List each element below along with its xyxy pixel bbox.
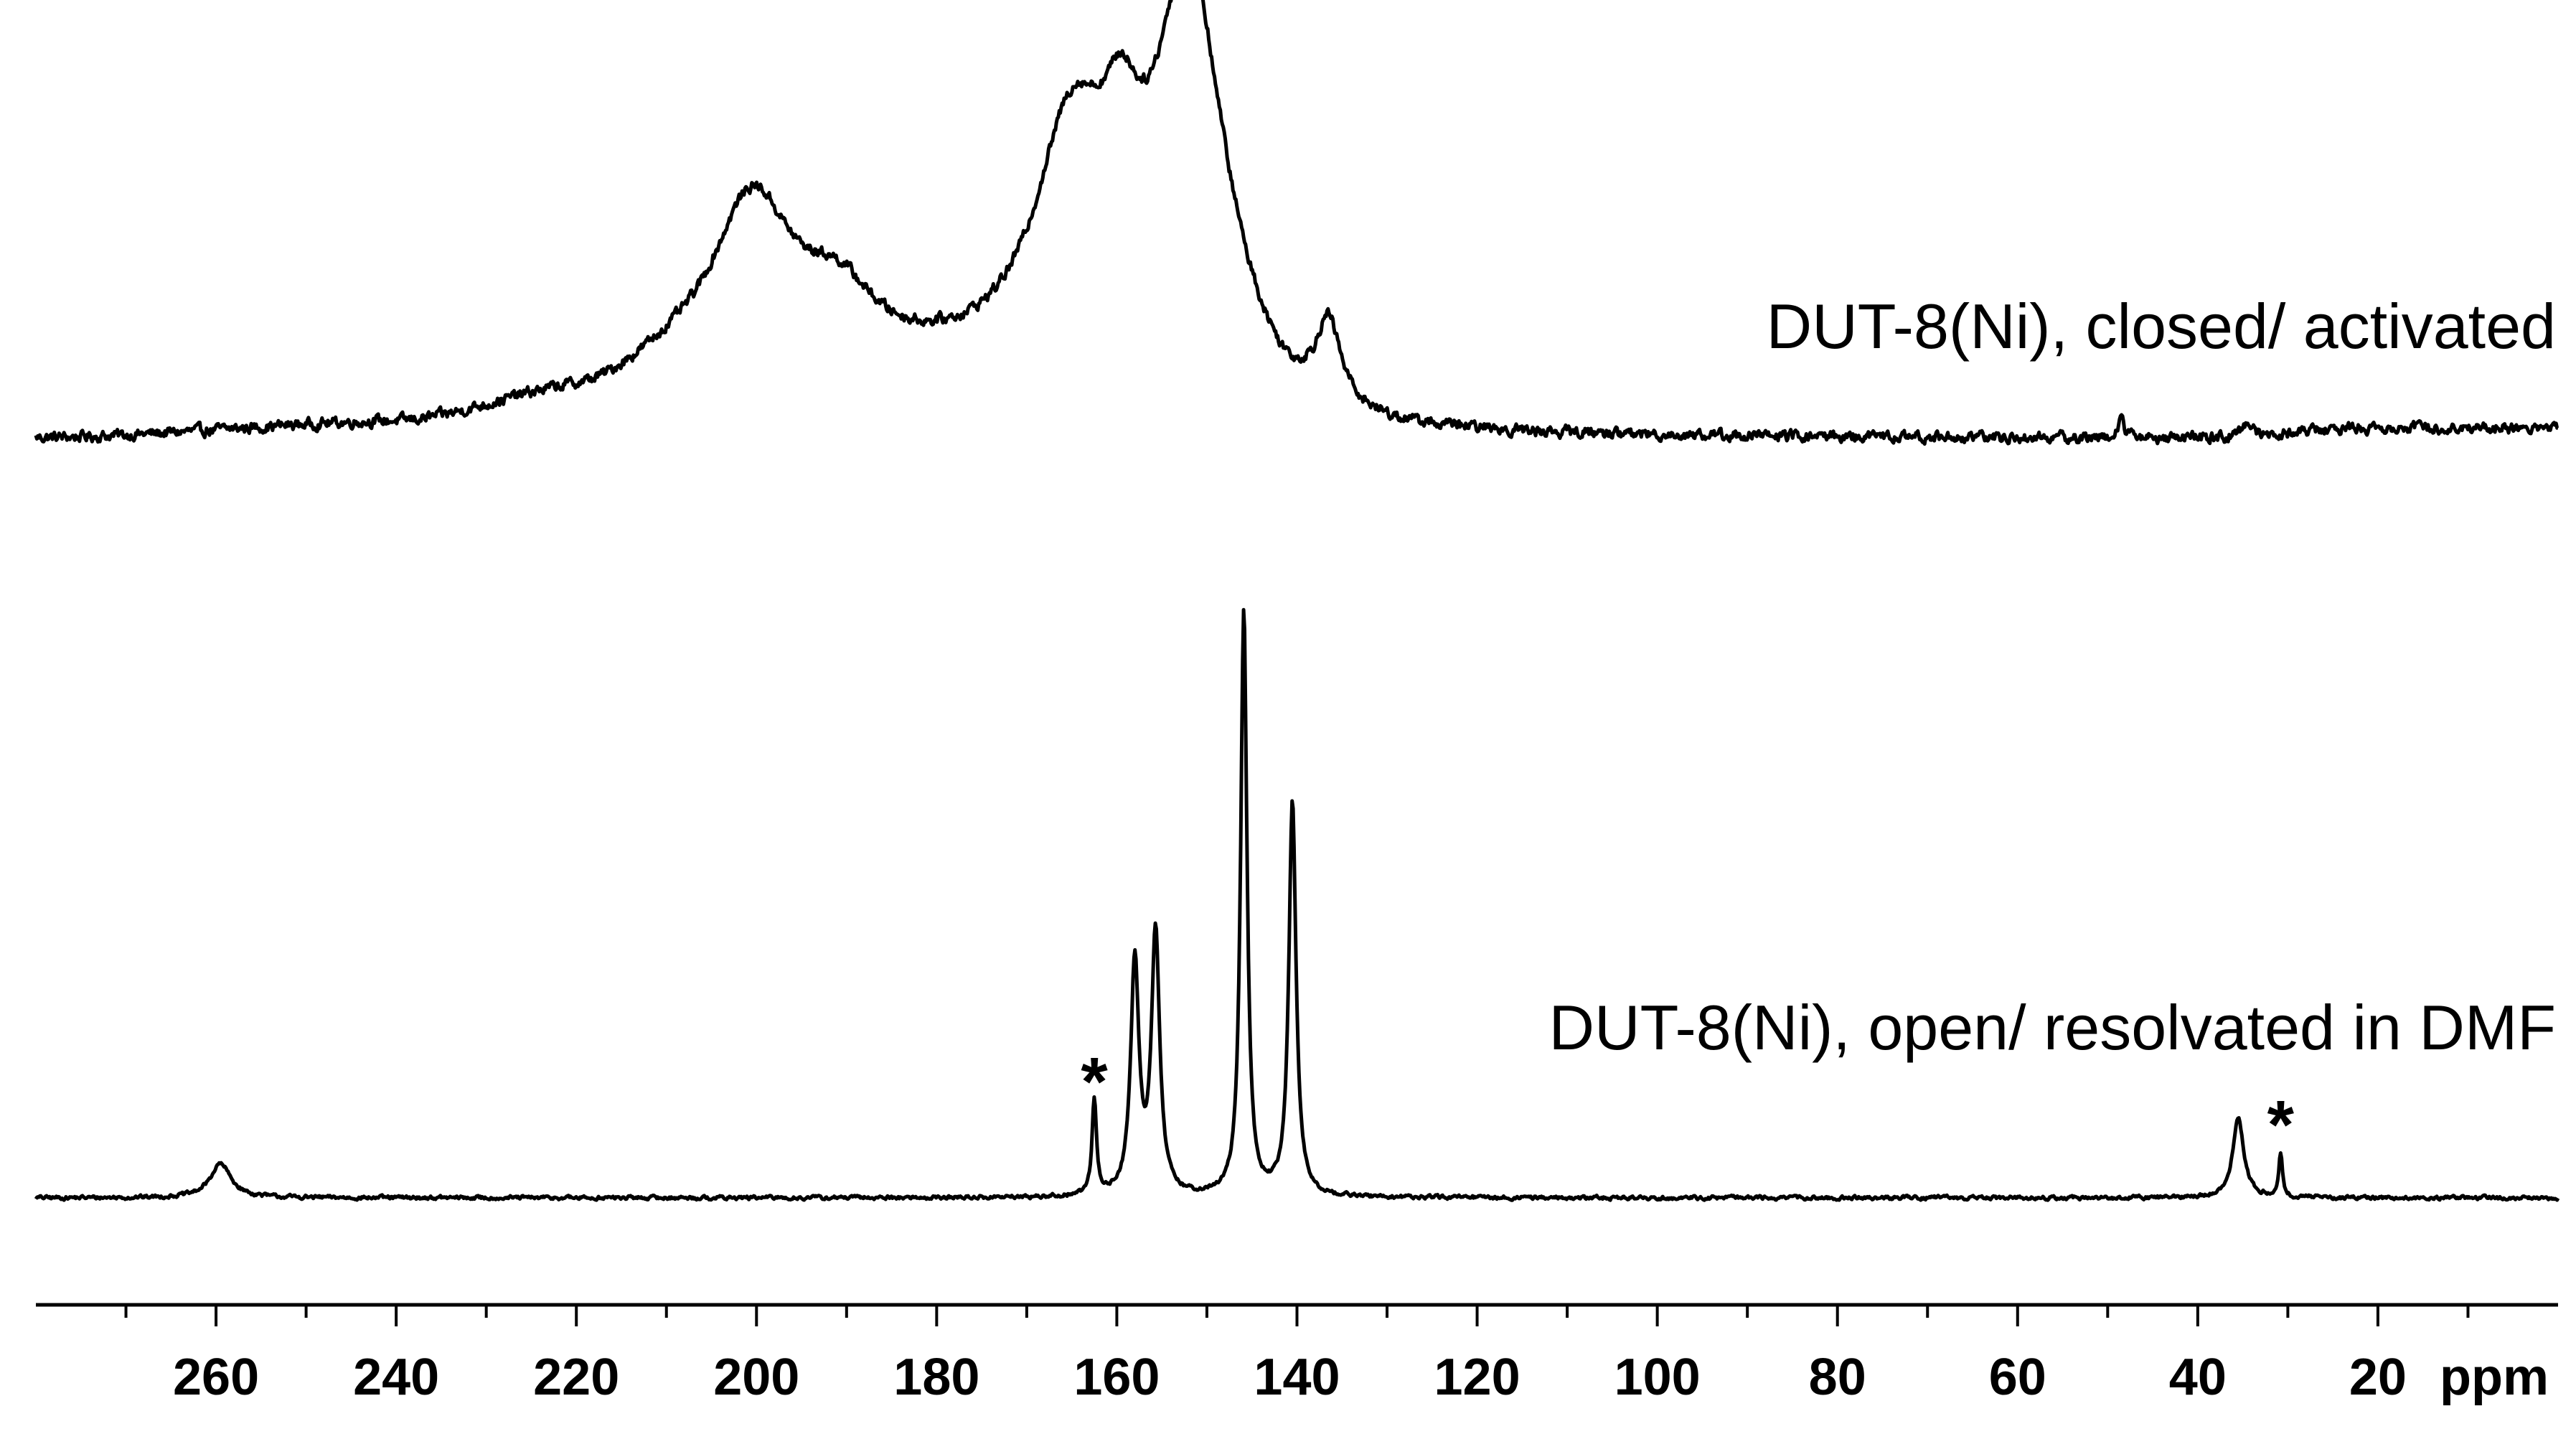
x-axis-unit-label: ppm <box>2440 1349 2549 1406</box>
x-axis-tick-labels: 260 240 220 200 180 160 140 120 100 80 60 40 20 <box>173 1349 2407 1406</box>
x-tick-label: 160 <box>1073 1349 1160 1406</box>
x-axis-ticks <box>124 1305 2470 1326</box>
x-axis: 260 240 220 200 180 160 140 120 100 80 60 40 20 ppm <box>36 1303 2558 1406</box>
x-tick-label: 60 <box>1989 1349 2046 1406</box>
annotations: ** <box>1081 1044 2294 1163</box>
spectra <box>34 0 2560 1202</box>
series-label: DUT-8(Ni), open/ resolvated in DMF <box>1548 992 2556 1063</box>
x-tick-label: 20 <box>2349 1349 2407 1406</box>
x-tick-label: 120 <box>1434 1349 1520 1406</box>
x-tick-label: 40 <box>2169 1349 2227 1406</box>
series-label: DUT-8(Ni), closed/ activated <box>1767 291 2556 362</box>
x-tick-label: 200 <box>713 1349 799 1406</box>
x-tick-label: 100 <box>1614 1349 1701 1406</box>
x-tick-label: 80 <box>1809 1349 1866 1406</box>
spectrum-trace <box>34 608 2560 1202</box>
spectrum-trace <box>34 0 2559 446</box>
asterisk-annotation: * <box>2267 1087 2295 1163</box>
x-tick-label: 260 <box>173 1349 259 1406</box>
x-tick-label: 220 <box>533 1349 619 1406</box>
asterisk-annotation: * <box>1081 1044 1108 1120</box>
x-tick-label: 240 <box>353 1349 439 1406</box>
trace-labels: DUT-8(Ni), closed/ activated DUT-8(Ni), o… <box>1548 291 2556 1063</box>
x-tick-label: 180 <box>893 1349 979 1406</box>
x-tick-label: 140 <box>1254 1349 1340 1406</box>
